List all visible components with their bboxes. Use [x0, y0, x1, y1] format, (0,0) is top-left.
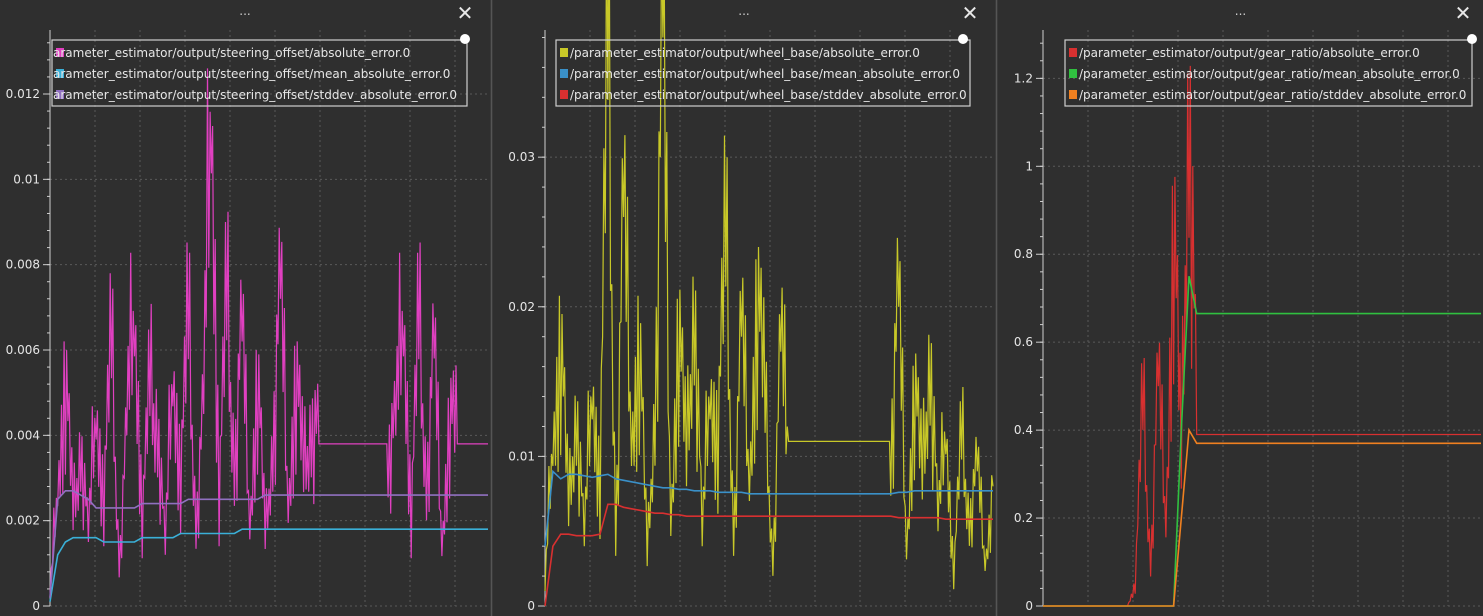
y-tick-label: 0.01	[508, 449, 535, 463]
series-line-2	[1043, 276, 1481, 607]
y-tick-label: 0.4	[1014, 423, 1033, 437]
series-line-2	[49, 528, 488, 602]
panel-title: ...	[1234, 4, 1247, 18]
series-group	[544, 0, 994, 607]
legend[interactable]: arameter_estimator/output/steering_offse…	[51, 39, 468, 107]
chart-steering-offset[interactable]: 0 0.002 0.004 0.006 0.008 0.01 0.012 arameter_e…	[0, 0, 490, 616]
grid	[50, 30, 490, 607]
plot-panel-2: ... ✕ 0 0.01 0.02 0.03/parameter_estimator/…	[493, 0, 995, 616]
legend-entry[interactable]: /parameter_estimator/output/gear_ratio/m…	[1079, 67, 1460, 81]
panel-divider[interactable]	[996, 0, 997, 616]
series-group	[1043, 65, 1481, 607]
chart-gear-ratio[interactable]: 0 0.2 0.4 0.6 0.8 1 1.2/parameter_estimator/ou…	[998, 0, 1483, 616]
legend-swatch	[56, 90, 64, 99]
y-axis: 0 0.2 0.4 0.6 0.8 1 1.2	[1014, 30, 1044, 613]
legend-entry[interactable]: arameter_estimator/output/steering_offse…	[53, 67, 450, 81]
legend-frame	[1064, 39, 1473, 107]
legend-entry[interactable]: /parameter_estimator/output/gear_ratio/s…	[1079, 88, 1466, 102]
series-line-1	[544, 0, 994, 592]
y-tick-label: 0.006	[6, 343, 40, 357]
legend-swatch	[1069, 69, 1077, 78]
close-icon[interactable]: ✕	[456, 1, 474, 25]
series-group	[49, 68, 488, 602]
series-line-3	[544, 503, 993, 607]
grid	[1043, 30, 1483, 607]
y-tick-label: 0	[32, 599, 40, 613]
y-tick-label: 0.008	[6, 258, 40, 272]
close-icon[interactable]: ✕	[961, 1, 979, 25]
series-line-1	[49, 68, 488, 598]
y-tick-label: 0.02	[508, 300, 535, 314]
plot-panel-3: ... ✕ 0 0.2 0.4 0.6 0.8 1 1.2/parameter_estima…	[998, 0, 1483, 616]
legend-entry[interactable]: /parameter_estimator/output/wheel_base/s…	[570, 88, 967, 102]
legend-entry[interactable]: arameter_estimator/output/steering_offse…	[53, 88, 457, 102]
y-tick-label: 0.03	[508, 150, 535, 164]
legend-frame	[555, 39, 971, 107]
legend-swatch	[56, 48, 64, 57]
y-axis: 0 0.01 0.02 0.03	[508, 30, 546, 613]
panel-title: ...	[239, 4, 251, 18]
y-tick-label: 1.2	[1014, 71, 1033, 85]
legend-entry[interactable]: arameter_estimator/output/steering_offse…	[53, 46, 410, 60]
panel-title: ...	[738, 4, 750, 18]
y-tick-label: 0.002	[6, 514, 40, 528]
series-line-3	[49, 490, 488, 598]
chart-wheel-base[interactable]: 0 0.01 0.02 0.03/parameter_estimator/output…	[493, 0, 995, 616]
series-line-3	[1043, 427, 1481, 607]
legend[interactable]: /parameter_estimator/output/wheel_base/a…	[555, 39, 971, 107]
legend-entry[interactable]: /parameter_estimator/output/gear_ratio/a…	[1079, 46, 1420, 60]
series-line-1	[1043, 65, 1481, 607]
y-tick-label: 1	[1025, 159, 1033, 173]
legend[interactable]: /parameter_estimator/output/gear_ratio/a…	[1064, 39, 1473, 107]
legend-swatch	[560, 69, 568, 78]
legend-handle-icon[interactable]	[958, 34, 968, 44]
legend-handle-icon[interactable]	[1467, 34, 1477, 44]
legend-swatch	[1069, 48, 1077, 57]
y-tick-label: 0.01	[13, 172, 40, 186]
legend-swatch	[56, 69, 64, 78]
close-icon[interactable]: ✕	[1454, 1, 1472, 25]
y-tick-label: 0.012	[6, 87, 40, 101]
legend-swatch	[560, 48, 568, 57]
legend-swatch	[560, 90, 568, 99]
y-tick-label: 0.8	[1014, 247, 1033, 261]
legend-swatch	[1069, 90, 1077, 99]
y-axis: 0 0.002 0.004 0.006 0.008 0.01 0.012	[6, 30, 51, 613]
plot-panel-1: ... ✕ 0 0.002 0.004 0.006 0.008 0.01 0.012 aram…	[0, 0, 490, 616]
legend-entry[interactable]: /parameter_estimator/output/wheel_base/a…	[570, 46, 920, 60]
legend-frame	[51, 39, 468, 107]
y-tick-label: 0.6	[1014, 335, 1033, 349]
y-tick-label: 0	[1025, 599, 1033, 613]
legend-handle-icon[interactable]	[460, 34, 470, 44]
y-tick-label: 0	[527, 599, 535, 613]
panel-divider[interactable]	[491, 0, 492, 616]
y-tick-label: 0.004	[6, 428, 40, 442]
y-tick-label: 0.2	[1014, 511, 1033, 525]
series-line-2	[544, 469, 993, 547]
legend-entry[interactable]: /parameter_estimator/output/wheel_base/m…	[570, 67, 960, 81]
